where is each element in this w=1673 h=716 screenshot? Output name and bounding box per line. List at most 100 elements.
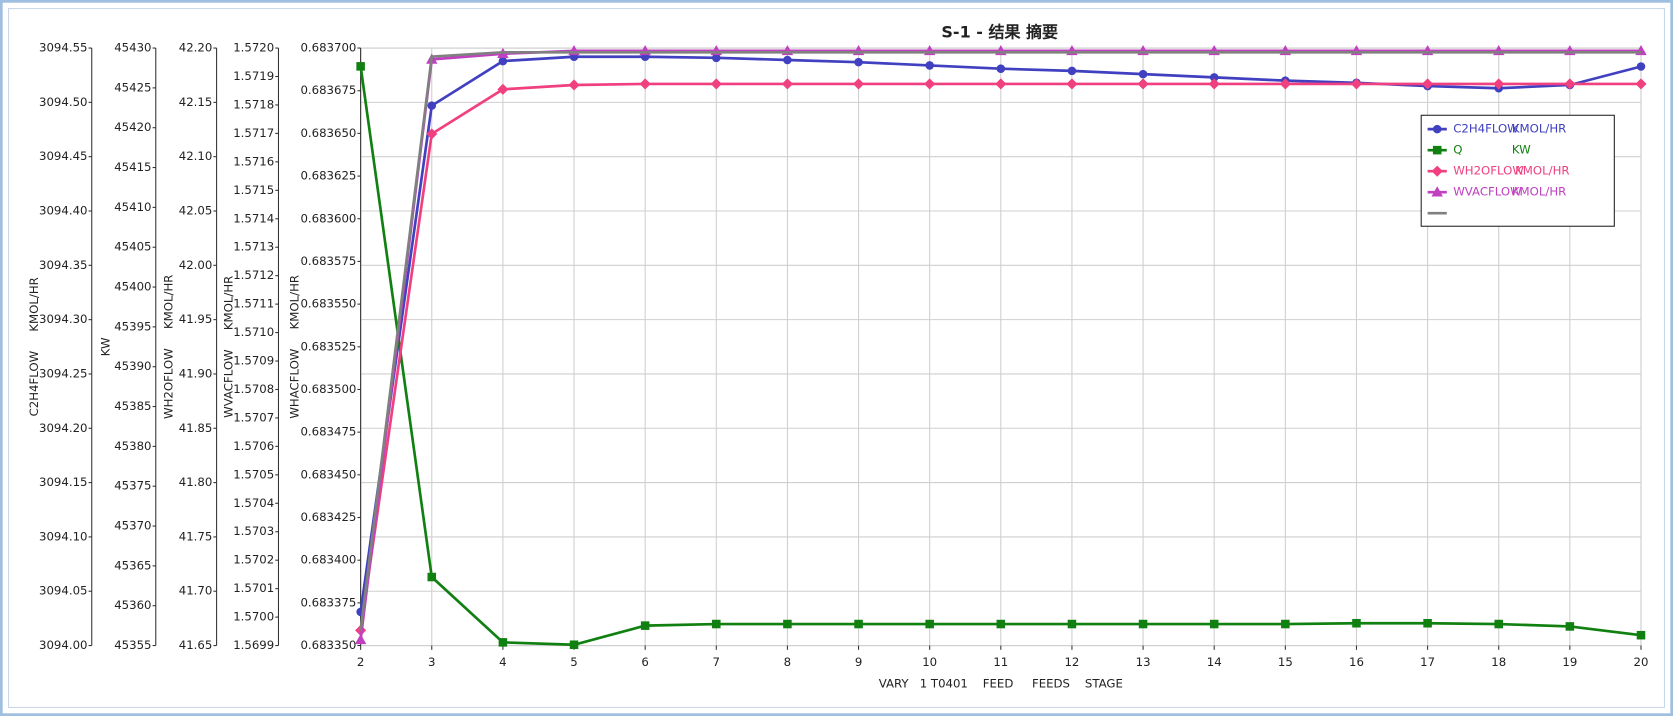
y-tick-label: 45415 bbox=[114, 160, 151, 174]
legend-unit: KMOL/HR bbox=[1512, 185, 1566, 199]
y-tick-label: 0.683375 bbox=[300, 595, 356, 609]
x-tick-label: 15 bbox=[1278, 655, 1293, 669]
data-point bbox=[427, 572, 437, 582]
data-point bbox=[781, 78, 793, 90]
y-axis-title: WHACFLOW KMOL/HR bbox=[287, 275, 301, 419]
y-tick-label: 45355 bbox=[114, 638, 151, 652]
data-point bbox=[1137, 78, 1149, 90]
y-tick-label: 3094.40 bbox=[39, 204, 87, 218]
y-tick-label: 1.5718 bbox=[233, 97, 274, 111]
y-tick-label: 45375 bbox=[114, 479, 151, 493]
y-tick-label: 1.5706 bbox=[233, 439, 274, 453]
y-tick-label: 45410 bbox=[114, 200, 151, 214]
y-tick-label: 41.75 bbox=[179, 529, 213, 543]
legend-label: WVACFLOW bbox=[1453, 185, 1522, 199]
data-point bbox=[1494, 619, 1503, 629]
chart-title: S-1 - 结果 摘要 bbox=[941, 23, 1058, 42]
x-tick-label: 5 bbox=[570, 655, 577, 669]
y-tick-label: 42.15 bbox=[179, 95, 213, 109]
x-tick-label: 18 bbox=[1491, 655, 1506, 669]
data-point bbox=[1138, 69, 1148, 79]
data-point bbox=[925, 619, 934, 629]
x-tick-label: 16 bbox=[1349, 655, 1364, 669]
x-tick-label: 17 bbox=[1420, 655, 1435, 669]
data-point bbox=[854, 619, 863, 629]
y-tick-label: 1.5715 bbox=[233, 183, 274, 197]
y-tick-label: 1.5716 bbox=[233, 154, 274, 168]
y-tick-label: 1.5719 bbox=[233, 69, 274, 83]
y-tick-label: 3094.20 bbox=[39, 421, 87, 435]
y-tick-label: 1.5707 bbox=[233, 410, 274, 424]
y-tick-label: 0.683350 bbox=[300, 638, 356, 652]
data-point bbox=[427, 101, 437, 110]
data-point bbox=[712, 53, 721, 63]
y-tick-label: 45380 bbox=[114, 439, 151, 453]
data-point bbox=[568, 79, 580, 91]
data-point bbox=[1564, 78, 1576, 90]
y-axis-title: WH2OFLOW KMOL/HR bbox=[161, 275, 175, 419]
data-point bbox=[712, 619, 721, 629]
y-tick-label: 1.5717 bbox=[233, 126, 274, 140]
y-tick-label: 3094.10 bbox=[39, 529, 87, 543]
data-point bbox=[1565, 622, 1575, 631]
y-tick-label: 45405 bbox=[114, 240, 151, 254]
x-tick-label: 20 bbox=[1634, 655, 1649, 669]
y-tick-label: 0.683575 bbox=[300, 254, 356, 268]
y-tick-label: 1.5713 bbox=[233, 240, 274, 254]
y-tick-label: 41.70 bbox=[179, 584, 213, 598]
data-point bbox=[1067, 66, 1077, 76]
y-tick-label: 0.683500 bbox=[300, 382, 356, 396]
y-tick-label: 42.20 bbox=[179, 41, 213, 55]
x-tick-label: 11 bbox=[993, 655, 1008, 669]
data-point bbox=[854, 57, 863, 67]
data-point bbox=[1636, 62, 1646, 71]
y-tick-label: 0.683700 bbox=[300, 41, 356, 55]
y-axis-title-unit: KMOL/HR bbox=[27, 277, 41, 331]
y-axis-title-name: WHACFLOW bbox=[287, 348, 301, 418]
data-point bbox=[924, 78, 936, 90]
x-tick-label: 10 bbox=[922, 655, 937, 669]
x-tick-label: 13 bbox=[1136, 655, 1151, 669]
data-point bbox=[1636, 630, 1646, 640]
y-tick-label: 45420 bbox=[114, 120, 151, 134]
y-tick-label: 1.5701 bbox=[233, 581, 274, 595]
y-tick-label: 1.5699 bbox=[233, 638, 274, 652]
legend-marker bbox=[1432, 124, 1442, 134]
y-tick-label: 0.683600 bbox=[300, 211, 356, 225]
data-point bbox=[996, 64, 1006, 73]
x-tick-label: 19 bbox=[1562, 655, 1577, 669]
x-tick-label: 2 bbox=[357, 655, 364, 669]
y-axis-title-unit: KMOL/HR bbox=[221, 276, 235, 330]
y-tick-label: 1.5711 bbox=[233, 297, 274, 311]
y-tick-label: 45390 bbox=[114, 359, 151, 373]
x-tick-label: 3 bbox=[428, 655, 435, 669]
legend-box bbox=[1420, 114, 1615, 227]
legend-marker bbox=[1431, 165, 1443, 177]
y-tick-label: 42.05 bbox=[179, 204, 213, 218]
x-tick-label: 7 bbox=[713, 655, 720, 669]
x-tick-label: 4 bbox=[499, 655, 506, 669]
data-point bbox=[498, 638, 508, 647]
y-tick-label: 1.5714 bbox=[233, 211, 274, 225]
y-tick-label: 1.5700 bbox=[233, 610, 274, 624]
data-point bbox=[1067, 619, 1077, 629]
x-tick-label: 14 bbox=[1207, 655, 1222, 669]
y-tick-label: 45385 bbox=[114, 399, 151, 413]
data-point bbox=[1350, 78, 1363, 90]
data-point bbox=[1066, 78, 1078, 90]
data-point bbox=[639, 78, 651, 90]
y-tick-label: 0.683650 bbox=[300, 126, 356, 140]
y-tick-label: 1.5705 bbox=[233, 467, 274, 481]
data-point bbox=[1493, 78, 1505, 90]
y-tick-label: 42.10 bbox=[179, 149, 213, 163]
y-tick-label: 45395 bbox=[114, 319, 151, 333]
data-point bbox=[783, 55, 792, 65]
data-point bbox=[354, 633, 367, 645]
y-tick-label: 1.5704 bbox=[233, 496, 274, 510]
data-point bbox=[356, 62, 365, 71]
y-tick-label: 41.85 bbox=[179, 421, 213, 435]
y-tick-label: 0.683400 bbox=[300, 553, 356, 567]
data-point bbox=[498, 56, 508, 66]
